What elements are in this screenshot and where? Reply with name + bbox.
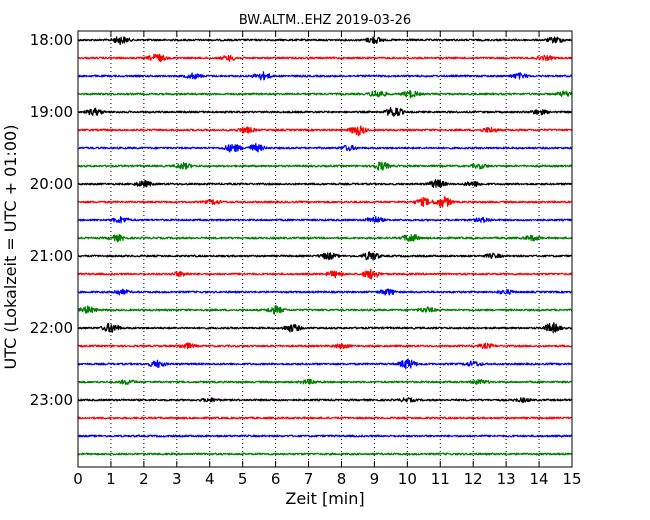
y-tick-label: 19:00 bbox=[30, 103, 73, 121]
trace-1815 bbox=[77, 53, 573, 63]
trace-1800 bbox=[77, 36, 573, 46]
trace-1915 bbox=[77, 125, 573, 137]
trace-2030 bbox=[77, 215, 573, 224]
x-axis-ticks: 0 1 2 3 4 5 6 7 8 9 10 11 12 13 14 15 bbox=[73, 31, 582, 488]
trace-1930 bbox=[77, 142, 573, 153]
trace-2345 bbox=[77, 452, 573, 456]
x-tick-label: 10 bbox=[398, 470, 417, 488]
x-tick-label: 6 bbox=[271, 470, 281, 488]
trace-2330 bbox=[77, 434, 573, 438]
trace-2300 bbox=[77, 397, 573, 404]
x-tick-label: 3 bbox=[172, 470, 182, 488]
x-tick-label: 15 bbox=[562, 470, 581, 488]
trace-2200 bbox=[77, 322, 573, 334]
y-axis-ticks: 18:00 19:00 20:00 21:00 22:00 23:00 bbox=[30, 31, 572, 409]
trace-2045 bbox=[77, 234, 573, 243]
x-tick-label: 0 bbox=[73, 470, 83, 488]
x-tick-label: 11 bbox=[431, 470, 450, 488]
y-tick-label: 21:00 bbox=[30, 247, 73, 265]
x-tick-label: 9 bbox=[370, 470, 380, 488]
y-tick-label: 23:00 bbox=[30, 391, 73, 409]
y-tick-label: 18:00 bbox=[30, 31, 73, 49]
trace-2115 bbox=[77, 268, 573, 280]
x-tick-label: 1 bbox=[106, 470, 116, 488]
chart-title: BW.ALTM..EHZ 2019-03-26 bbox=[239, 13, 411, 28]
y-tick-label: 20:00 bbox=[30, 175, 73, 193]
trace-2245 bbox=[77, 378, 573, 386]
trace-1845 bbox=[77, 89, 573, 99]
grid bbox=[110, 31, 540, 467]
y-axis-label: UTC (Lokalzeit = UTC + 01:00) bbox=[1, 125, 20, 370]
x-tick-label: 5 bbox=[238, 470, 248, 488]
y-tick-label: 22:00 bbox=[30, 319, 73, 337]
plot-frame bbox=[77, 30, 573, 468]
x-tick-label: 4 bbox=[205, 470, 215, 488]
trace-2315 bbox=[77, 416, 573, 420]
trace-2230 bbox=[77, 358, 573, 370]
x-tick-label: 8 bbox=[337, 470, 347, 488]
trace-2130 bbox=[77, 288, 573, 296]
trace-1945 bbox=[77, 161, 573, 171]
traces bbox=[77, 36, 573, 456]
x-tick-label: 12 bbox=[464, 470, 483, 488]
trace-1830 bbox=[77, 71, 573, 81]
x-tick-label: 14 bbox=[530, 470, 549, 488]
trace-2100 bbox=[77, 251, 573, 261]
trace-1900 bbox=[77, 107, 573, 117]
x-tick-label: 2 bbox=[139, 470, 149, 488]
x-tick-label: 7 bbox=[304, 470, 314, 488]
trace-2015 bbox=[77, 195, 573, 208]
x-tick-label: 13 bbox=[497, 470, 516, 488]
trace-2000 bbox=[77, 179, 573, 189]
x-axis-label: Zeit [min] bbox=[285, 489, 364, 508]
trace-2145 bbox=[77, 305, 573, 315]
trace-2215 bbox=[77, 342, 573, 350]
